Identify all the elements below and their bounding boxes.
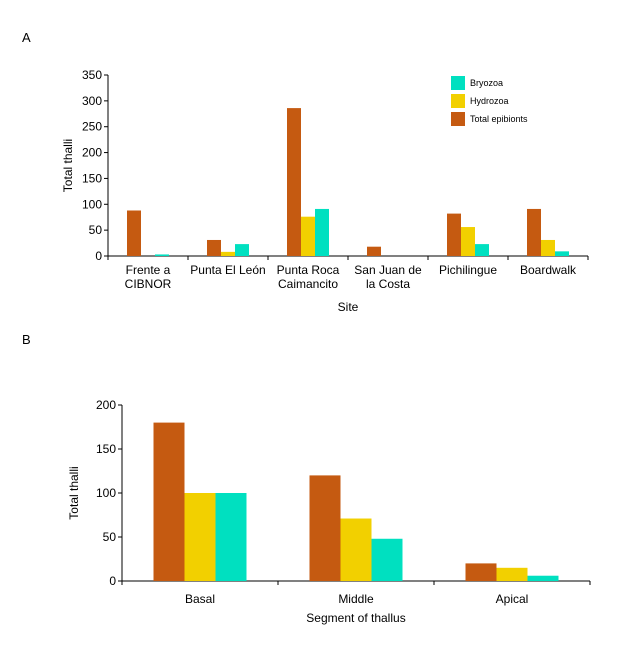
legend-swatch-hydrozoa [451, 94, 465, 108]
chart-a-bar-total [527, 208, 541, 256]
chart-b-category-label: Middle [338, 592, 374, 606]
chart-a-y-tick-label: 0 [95, 249, 102, 263]
chart-a-bar-bryozoa [555, 251, 569, 256]
chart-a-category-label: Punta Roca Caimancito [277, 263, 340, 291]
panel-b-label: B [22, 332, 31, 347]
chart-a-y-tick-label: 150 [82, 171, 102, 185]
chart-a-bar-bryozoa [235, 244, 249, 256]
chart-b-bar-total [465, 563, 497, 581]
chart-a-category-label: Punta El León [190, 263, 265, 277]
chart-a-bar-bryozoa [155, 254, 169, 256]
chart-a-x-axis-label: Site [338, 300, 359, 314]
chart-a-y-tick-label: 200 [82, 146, 102, 160]
chart-a-bar-total [287, 108, 301, 257]
chart-a-bar-hydrozoa [541, 239, 555, 256]
chart-a-bar-total [367, 246, 381, 256]
chart-b-y-axis-label: Total thalli [67, 466, 81, 519]
chart-b-y-tick-label: 0 [109, 574, 116, 588]
chart-a-category-label: Pichilingue [439, 263, 497, 277]
chart-a-bar-bryozoa [315, 208, 329, 256]
chart-b-y-tick-label: 50 [103, 530, 117, 544]
chart-a-bar-total [447, 213, 461, 256]
chart-b: 0 50 100 150 200 Basal Middle Apical Segment of … [67, 398, 591, 625]
chart-b-bar-bryozoa [371, 538, 403, 581]
chart-a-y-tick-label: 100 [82, 197, 102, 211]
chart-b-y-tick-label: 200 [96, 398, 116, 412]
chart-b-bar-bryozoa [527, 575, 559, 581]
chart-a-y-tick-label: 300 [82, 94, 102, 108]
chart-b-category-label: Apical [496, 592, 529, 606]
panel-a-label: A [22, 30, 31, 45]
chart-b-bar-hydrozoa [184, 493, 216, 581]
chart-a-category-label: San Juan de la Costa [354, 263, 422, 291]
chart-a-bar-total [207, 239, 221, 256]
chart-a-bar-hydrozoa [301, 216, 315, 256]
chart-a-category-label: Boardwalk [520, 263, 577, 277]
chart-a-bar-total [127, 210, 141, 256]
legend-swatch-total [451, 112, 465, 126]
chart-b-bar-bryozoa [215, 493, 247, 581]
chart-a-y-axis-label: Total thalli [61, 139, 75, 192]
chart-b-y-tick-label: 100 [96, 486, 116, 500]
chart-b-bar-total [309, 475, 341, 581]
chart-a-bar-hydrozoa [461, 227, 475, 256]
legend-label-hydrozoa: Hydrozoa [470, 96, 509, 106]
legend-swatch-bryozoa [451, 76, 465, 90]
legend-label-bryozoa: Bryozoa [470, 78, 503, 88]
chart-a-y-tick-label: 250 [82, 120, 102, 134]
chart-b-bar-hydrozoa [496, 567, 528, 581]
chart-b-category-label: Basal [185, 592, 215, 606]
chart-b-y-tick-label: 150 [96, 442, 116, 456]
chart-a: 0 50 100 150 200 250 300 350 Frente a CIBNOR Punta… [61, 68, 589, 314]
chart-b-x-axis-label: Segment of thallus [306, 611, 405, 625]
chart-b-bar-total [153, 422, 185, 581]
chart-a-y-tick-label: 50 [89, 223, 103, 237]
chart-a-bar-hydrozoa [221, 251, 235, 256]
legend-label-total: Total epibionts [470, 114, 528, 124]
chart-a-bar-bryozoa [475, 244, 489, 256]
chart-a-category-label: Frente a CIBNOR [125, 263, 172, 291]
chart-a-y-tick-label: 350 [82, 68, 102, 82]
chart-b-bar-hydrozoa [340, 518, 372, 581]
